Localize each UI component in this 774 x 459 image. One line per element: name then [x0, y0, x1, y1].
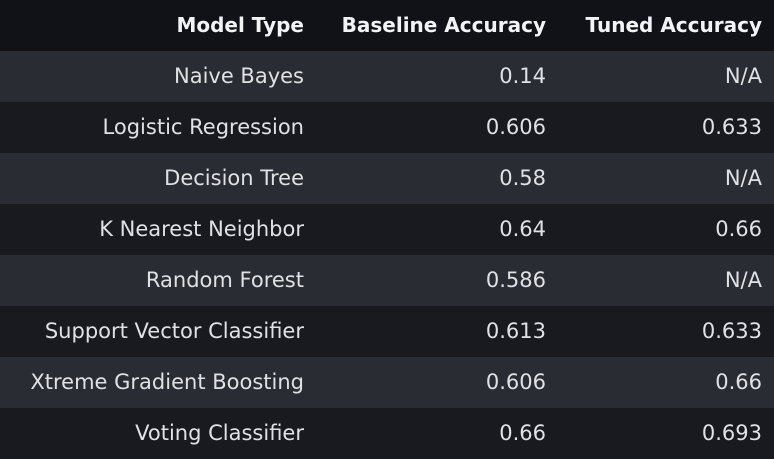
cell-tuned-accuracy: N/A: [724, 64, 762, 88]
cell-tuned-accuracy: N/A: [724, 166, 762, 190]
cell-baseline-accuracy: 0.14: [499, 64, 546, 88]
table-row: Decision Tree 0.58 N/A: [0, 153, 774, 204]
cell-model-type: Naive Bayes: [174, 64, 304, 88]
cell-model-type: Logistic Regression: [102, 115, 304, 139]
cell-baseline-accuracy: 0.64: [499, 217, 546, 241]
cell-tuned-accuracy: 0.633: [701, 115, 762, 139]
cell-baseline-accuracy: 0.58: [499, 166, 546, 190]
table-row: Support Vector Classifier 0.613 0.633: [0, 306, 774, 357]
cell-tuned-accuracy: 0.66: [715, 370, 762, 394]
cell-baseline-accuracy: 0.606: [485, 115, 546, 139]
table-row: K Nearest Neighbor 0.64 0.66: [0, 204, 774, 255]
table-row: Naive Bayes 0.14 N/A: [0, 51, 774, 102]
cell-model-type: Xtreme Gradient Boosting: [30, 370, 304, 394]
cell-model-type: Voting Classifier: [135, 421, 304, 445]
cell-model-type: K Nearest Neighbor: [99, 217, 304, 241]
cell-baseline-accuracy: 0.613: [485, 319, 546, 343]
table-row: Random Forest 0.586 N/A: [0, 255, 774, 306]
table-row: Voting Classifier 0.66 0.693: [0, 408, 774, 459]
cell-tuned-accuracy: 0.66: [715, 217, 762, 241]
table-body: Naive Bayes 0.14 N/A Logistic Regression 0.6…: [0, 51, 774, 459]
cell-tuned-accuracy: 0.633: [701, 319, 762, 343]
cell-baseline-accuracy: 0.66: [499, 421, 546, 445]
cell-tuned-accuracy: N/A: [724, 268, 762, 292]
cell-model-type: Random Forest: [145, 268, 304, 292]
cell-model-type: Decision Tree: [164, 166, 304, 190]
cell-baseline-accuracy: 0.606: [485, 370, 546, 394]
cell-baseline-accuracy: 0.586: [485, 268, 546, 292]
header-baseline-accuracy: Baseline Accuracy: [341, 13, 546, 37]
header-row: Model Type Baseline Accuracy Tuned Accur…: [0, 0, 774, 51]
cell-model-type: Support Vector Classifier: [44, 319, 304, 343]
header-tuned-accuracy: Tuned Accuracy: [585, 13, 762, 37]
header-model-type: Model Type: [176, 13, 304, 37]
cell-tuned-accuracy: 0.693: [701, 421, 762, 445]
table-row: Logistic Regression 0.606 0.633: [0, 102, 774, 153]
table-row: Xtreme Gradient Boosting 0.606 0.66: [0, 357, 774, 408]
table-header: Model Type Baseline Accuracy Tuned Accur…: [0, 0, 774, 51]
